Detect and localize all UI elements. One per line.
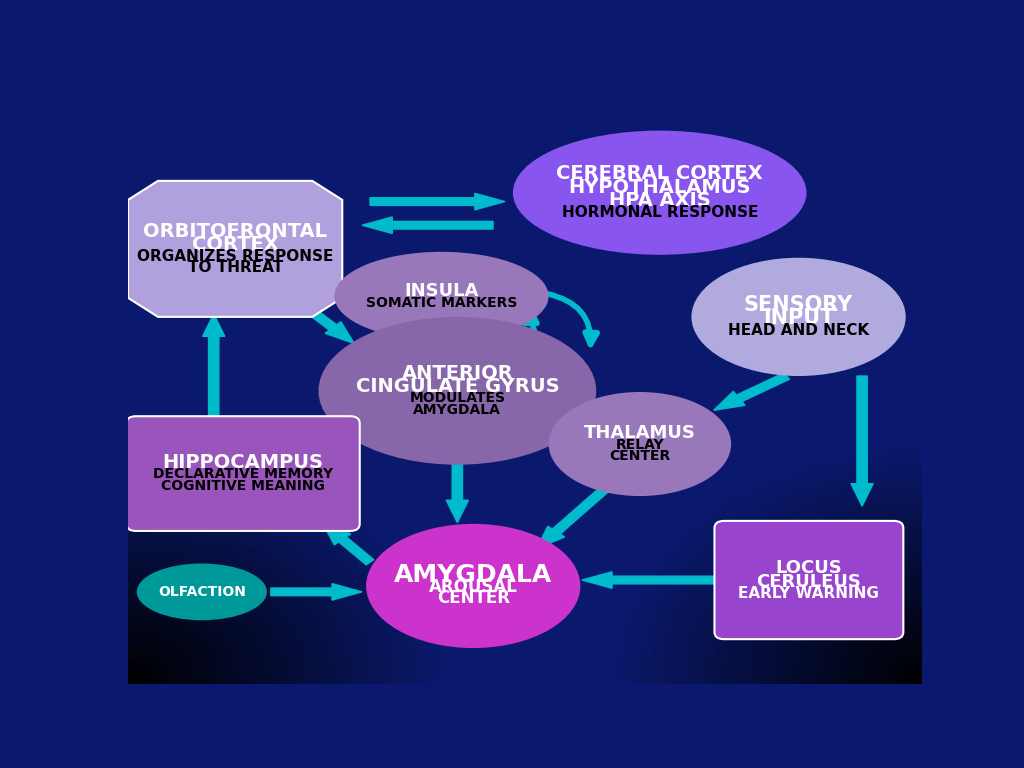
Text: ANTERIOR: ANTERIOR xyxy=(401,363,513,382)
FancyBboxPatch shape xyxy=(126,416,359,531)
FancyArrow shape xyxy=(446,465,468,523)
FancyArrow shape xyxy=(537,487,608,548)
Ellipse shape xyxy=(137,564,267,621)
Text: COGNITIVE MEANING: COGNITIVE MEANING xyxy=(161,478,325,493)
Text: THALAMUS: THALAMUS xyxy=(584,424,696,442)
FancyArrow shape xyxy=(370,194,505,210)
Text: TO THREAT: TO THREAT xyxy=(187,260,283,275)
FancyArrow shape xyxy=(714,372,790,410)
FancyArrow shape xyxy=(323,523,374,564)
Text: RELAY: RELAY xyxy=(615,438,665,452)
Text: INSULA: INSULA xyxy=(404,282,478,300)
FancyArrow shape xyxy=(297,300,354,343)
Ellipse shape xyxy=(691,258,905,376)
Ellipse shape xyxy=(513,131,807,255)
Text: OLFACTION: OLFACTION xyxy=(158,585,246,599)
Text: ORBITOFRONTAL: ORBITOFRONTAL xyxy=(143,222,327,240)
FancyArrow shape xyxy=(362,217,494,233)
Ellipse shape xyxy=(334,252,549,340)
Text: CEREBRAL CORTEX: CEREBRAL CORTEX xyxy=(556,164,763,184)
Text: CERULEUS: CERULEUS xyxy=(757,572,861,591)
FancyArrow shape xyxy=(203,314,225,423)
Text: LOCUS: LOCUS xyxy=(775,559,843,577)
Text: AMYGDALA: AMYGDALA xyxy=(394,563,552,587)
FancyArrow shape xyxy=(851,376,873,506)
Polygon shape xyxy=(128,181,342,317)
Text: MODULATES: MODULATES xyxy=(410,392,506,406)
Text: HEAD AND NECK: HEAD AND NECK xyxy=(728,323,869,338)
FancyArrow shape xyxy=(270,584,362,600)
Text: HORMONAL RESPONSE: HORMONAL RESPONSE xyxy=(561,205,758,220)
Text: SENSORY: SENSORY xyxy=(744,295,853,315)
Text: ORGANIZES RESPONSE: ORGANIZES RESPONSE xyxy=(137,249,334,264)
FancyBboxPatch shape xyxy=(715,521,903,639)
Text: CORTEX: CORTEX xyxy=(191,235,279,254)
Text: INPUT: INPUT xyxy=(763,309,835,329)
Text: CENTER: CENTER xyxy=(436,589,510,607)
Text: CENTER: CENTER xyxy=(609,449,671,463)
Text: HPA AXIS: HPA AXIS xyxy=(609,191,711,210)
Text: AMYGDALA: AMYGDALA xyxy=(414,402,502,417)
Text: EARLY WARNING: EARLY WARNING xyxy=(738,586,880,601)
Text: AROUSAL: AROUSAL xyxy=(429,578,518,596)
FancyArrow shape xyxy=(582,571,722,588)
Text: HIPPOCAMPUS: HIPPOCAMPUS xyxy=(163,453,324,472)
Ellipse shape xyxy=(549,392,731,496)
Text: HYPOTHALAMUS: HYPOTHALAMUS xyxy=(568,178,751,197)
Text: CINGULATE GYRUS: CINGULATE GYRUS xyxy=(355,377,559,396)
Ellipse shape xyxy=(366,524,581,648)
Ellipse shape xyxy=(318,317,596,465)
Text: SOMATIC MARKERS: SOMATIC MARKERS xyxy=(366,296,517,310)
Text: DECLARATIVE MEMORY: DECLARATIVE MEMORY xyxy=(153,468,333,482)
